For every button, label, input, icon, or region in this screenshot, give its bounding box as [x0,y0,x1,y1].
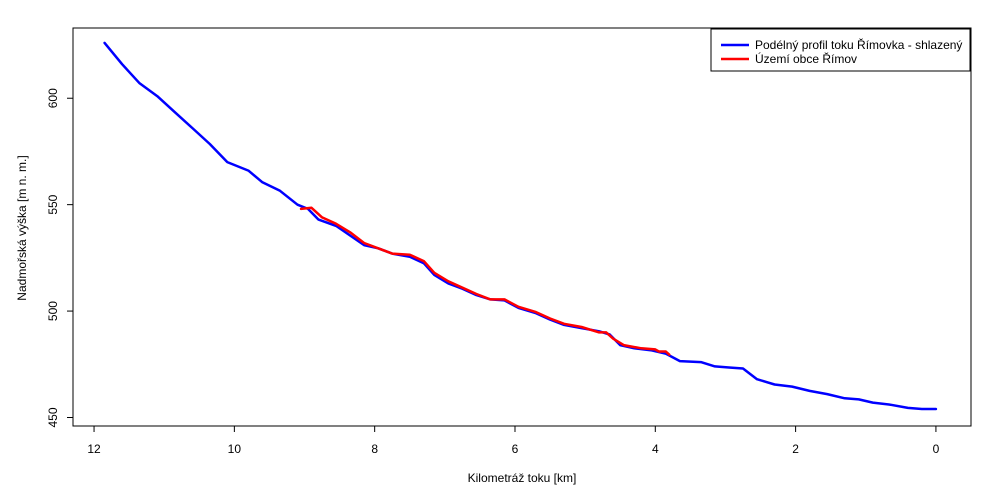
x-axis-label: Kilometráž toku [km] [468,471,577,485]
legend-label-profile: Podélný profil toku Římovka - shlazený [755,37,962,52]
x-tick-label: 0 [933,442,940,456]
plot-frame [72,27,972,427]
y-axis: 450 500 550 600 [46,88,73,428]
legend-label-rimov: Území obce Římov [755,51,857,66]
x-tick-label: 8 [371,442,378,456]
x-tick-label: 2 [792,442,799,456]
x-axis: 12 10 8 6 4 2 0 [87,426,940,456]
y-tick-label: 500 [46,301,60,321]
y-tick-label: 600 [46,88,60,108]
x-tick-label: 6 [512,442,519,456]
profile-line [103,41,938,411]
rimov-line [299,206,671,356]
x-tick-label: 12 [87,442,101,456]
series-layer [103,41,938,411]
x-tick-label: 4 [652,442,659,456]
x-tick-label: 10 [228,442,242,456]
legend-box [710,28,971,72]
legend: Podélný profil toku Římovka - shlazený Ú… [710,28,971,72]
y-tick-label: 450 [46,407,60,427]
y-tick-label: 550 [46,194,60,214]
y-axis-label: Nadmořská výška [m n. m.] [15,155,29,300]
